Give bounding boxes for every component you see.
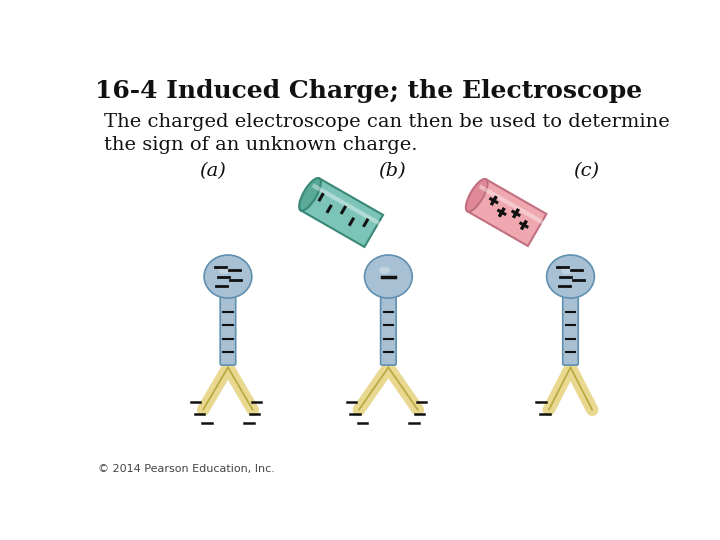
Text: 16-4 Induced Charge; the Electroscope: 16-4 Induced Charge; the Electroscope [95, 79, 643, 103]
Ellipse shape [466, 179, 487, 212]
Text: (a): (a) [199, 163, 226, 180]
Text: (c): (c) [573, 163, 599, 180]
FancyBboxPatch shape [563, 293, 578, 365]
Ellipse shape [204, 255, 252, 298]
Text: © 2014 Pearson Education, Inc.: © 2014 Pearson Education, Inc. [98, 464, 274, 475]
Text: The charged electroscope can then be used to determine
the sign of an unknown ch: The charged electroscope can then be use… [104, 112, 670, 154]
Ellipse shape [219, 267, 230, 274]
Polygon shape [467, 179, 546, 246]
FancyBboxPatch shape [381, 293, 396, 365]
Ellipse shape [379, 267, 390, 274]
FancyBboxPatch shape [220, 293, 235, 365]
Ellipse shape [299, 178, 321, 211]
Polygon shape [301, 178, 383, 247]
Text: (b): (b) [379, 163, 406, 180]
Ellipse shape [364, 255, 413, 298]
Ellipse shape [546, 255, 595, 298]
Ellipse shape [561, 267, 572, 274]
